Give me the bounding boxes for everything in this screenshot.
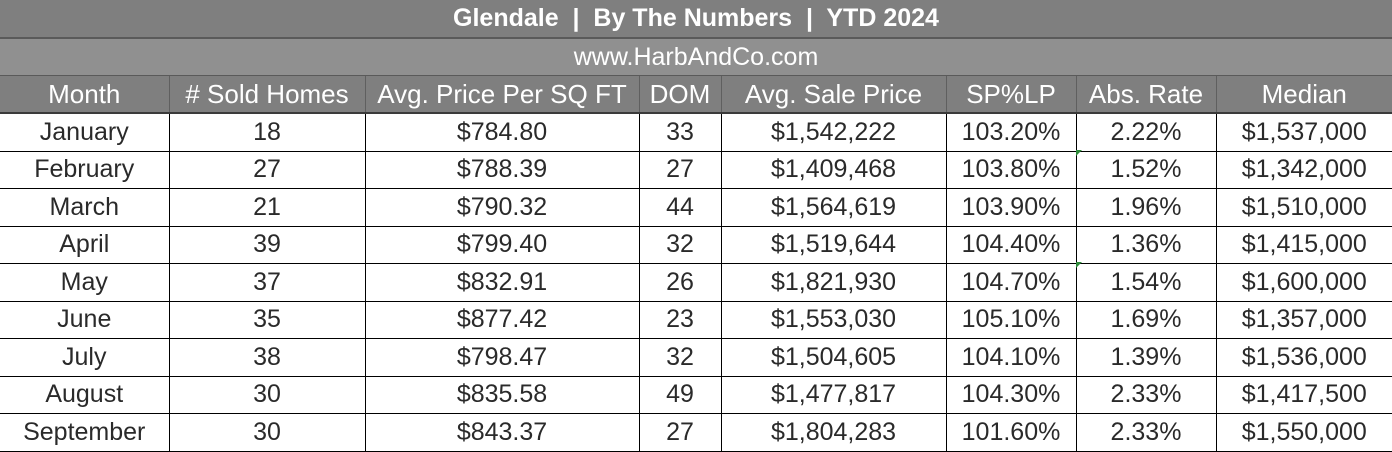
table-cell: August [0, 375, 170, 414]
table-cell: 21 [168, 188, 366, 227]
table-cell: $1,542,222 [720, 112, 947, 152]
table-body: January 18 $784.80 33 $1,542,222 103.20% 2.22%… [0, 112, 1392, 452]
table-cell: $1,510,000 [1215, 188, 1392, 227]
table-cell: 103.90% [945, 188, 1077, 227]
table-cell: 38 [168, 338, 366, 377]
table-row: September 30 $843.37 27 $1,804,283 101.60% 2.3… [0, 413, 1392, 452]
table-row: June 35 $877.42 23 $1,553,030 105.10% 1.69% $1,… [0, 300, 1392, 339]
table-cell: $1,415,000 [1215, 225, 1392, 264]
table-cell: 27 [168, 150, 366, 189]
table-cell: $1,550,000 [1215, 413, 1392, 452]
table-cell: 23 [638, 300, 722, 339]
table-cell: 1.39% [1075, 338, 1217, 377]
column-header: # Sold Homes [168, 76, 365, 114]
table-cell: $1,342,000 [1215, 150, 1392, 189]
table-cell: $784.80 [364, 112, 640, 152]
table-cell: 39 [168, 225, 366, 264]
table-cell: 104.70% [945, 263, 1077, 302]
table-cell: 27 [638, 150, 722, 189]
table-cell: 30 [168, 413, 366, 452]
comment-indicator-icon [1076, 262, 1082, 268]
column-header: Abs. Rate [1075, 76, 1216, 114]
table-cell: 104.30% [945, 375, 1077, 414]
table-cell: $1,600,000 [1215, 263, 1392, 302]
table-cell: $799.40 [364, 225, 640, 264]
website-banner: www.HarbAndCo.com [0, 39, 1392, 76]
table-cell: $1,536,000 [1215, 338, 1392, 377]
table-cell: 105.10% [945, 300, 1077, 339]
table-cell: 26 [638, 263, 722, 302]
table-cell: 37 [168, 263, 366, 302]
table-cell: 32 [638, 225, 722, 264]
stats-table: Month # Sold Homes Avg. Price Per SQ FT DOM… [0, 76, 1392, 452]
table-cell: 30 [168, 375, 366, 414]
table-cell: January [0, 112, 170, 152]
table-cell: $1,357,000 [1215, 300, 1392, 339]
table-cell: $790.32 [364, 188, 640, 227]
table-row: August 30 $835.58 49 $1,477,817 104.30% 2.33% $… [0, 375, 1392, 414]
table-cell: July [0, 338, 170, 377]
table-cell: $1,519,644 [720, 225, 947, 264]
table-row: March 21 $790.32 44 $1,564,619 103.90% 1.96% $1… [0, 188, 1392, 227]
table-cell: 1.96% [1075, 188, 1217, 227]
table-cell: February [0, 150, 170, 189]
table-cell: 2.33% [1075, 375, 1217, 414]
table-cell: $1,409,468 [720, 150, 947, 189]
table-row: February 27 $788.39 27 $1,409,468 103.80% 1.52… [0, 150, 1392, 189]
table-cell: 1.36% [1075, 225, 1217, 264]
table-cell: June [0, 300, 170, 339]
column-header: Avg. Price Per SQ FT [364, 76, 639, 114]
table-cell: 103.80% [945, 150, 1077, 189]
table-cell: 2.33% [1075, 413, 1217, 452]
table-cell: 103.20% [945, 112, 1077, 152]
table-cell: 1.69% [1075, 300, 1217, 339]
table-cell: March [0, 188, 170, 227]
table-row: January 18 $784.80 33 $1,542,222 103.20% 2.22%… [0, 112, 1392, 152]
column-header: Median [1215, 76, 1392, 114]
table-cell: $832.91 [364, 263, 640, 302]
column-header: Avg. Sale Price [720, 76, 946, 114]
table-row: May 37 $832.91 26 $1,821,930 104.70% 1.54% $1,6… [0, 263, 1392, 302]
table-cell: $1,477,817 [720, 375, 947, 414]
table-cell: 1.52% [1075, 150, 1217, 189]
header-row: Month # Sold Homes Avg. Price Per SQ FT DOM… [0, 76, 1392, 114]
table-cell: $1,804,283 [720, 413, 947, 452]
table-cell: $798.47 [364, 338, 640, 377]
table-cell: $1,504,605 [720, 338, 947, 377]
table-cell: 1.54% [1075, 263, 1217, 302]
table-cell: $1,564,619 [720, 188, 947, 227]
table-row: April 39 $799.40 32 $1,519,644 104.40% 1.36% $1… [0, 225, 1392, 264]
table-cell: $788.39 [364, 150, 640, 189]
table-header: Month # Sold Homes Avg. Price Per SQ FT DOM… [0, 76, 1392, 114]
table-cell: $835.58 [364, 375, 640, 414]
table-cell: 2.22% [1075, 112, 1217, 152]
table-cell: 18 [168, 112, 366, 152]
table-cell: 44 [638, 188, 722, 227]
column-header: Month [0, 76, 169, 114]
report-title: Glendale | By The Numbers | YTD 2024 [0, 0, 1392, 39]
table-cell: 49 [638, 375, 722, 414]
table-cell: $843.37 [364, 413, 640, 452]
column-header: SP%LP [945, 76, 1076, 114]
table-cell: 33 [638, 112, 722, 152]
table-cell: $877.42 [364, 300, 640, 339]
table-cell: 101.60% [945, 413, 1077, 452]
table-cell: $1,821,930 [720, 263, 947, 302]
table-cell: April [0, 225, 170, 264]
table-cell: $1,417,500 [1215, 375, 1392, 414]
comment-indicator-icon [1076, 150, 1082, 156]
column-header: DOM [638, 76, 721, 114]
table-cell: 104.10% [945, 338, 1077, 377]
table-cell: May [0, 263, 170, 302]
table-cell: September [0, 413, 170, 452]
table-cell: $1,553,030 [720, 300, 947, 339]
table-cell: 27 [638, 413, 722, 452]
table-cell: 32 [638, 338, 722, 377]
table-cell: $1,537,000 [1215, 112, 1392, 152]
table-cell: 35 [168, 300, 366, 339]
table-cell: 104.40% [945, 225, 1077, 264]
table-row: July 38 $798.47 32 $1,504,605 104.10% 1.39% $1,… [0, 338, 1392, 377]
